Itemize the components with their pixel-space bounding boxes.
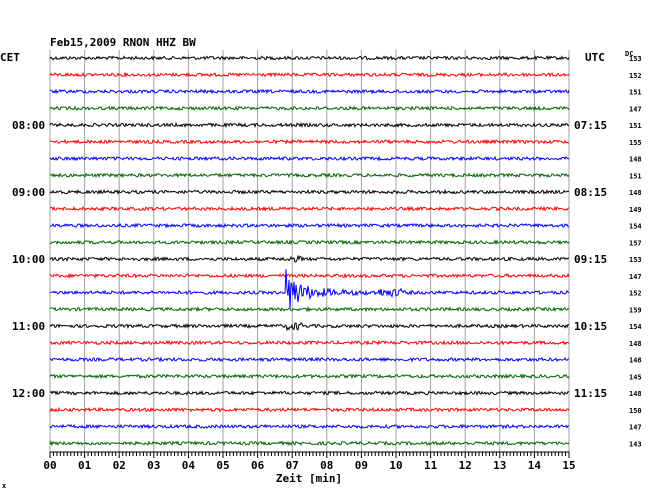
dc-label: DC bbox=[625, 50, 633, 58]
dc-value: 148 bbox=[629, 156, 642, 164]
left-time-label: 10:00 bbox=[12, 253, 45, 266]
x-tick-label: 12 bbox=[459, 459, 472, 472]
dc-value: 147 bbox=[629, 424, 642, 432]
dc-value: 152 bbox=[629, 290, 642, 298]
left-time-labels: 08:00 09:00 10:00 11:00 12:00 bbox=[12, 119, 45, 400]
trace-line bbox=[49, 272, 570, 279]
x-tick-label: 05 bbox=[216, 459, 229, 472]
dc-value: 153 bbox=[629, 55, 642, 63]
trace-line bbox=[49, 390, 570, 396]
x-tick-label: 03 bbox=[147, 459, 160, 472]
right-timezone-label: UTC bbox=[585, 51, 605, 64]
dc-value: 143 bbox=[629, 440, 642, 448]
x-tick-label: 14 bbox=[528, 459, 542, 472]
dc-value: 148 bbox=[629, 340, 642, 348]
dc-value: 148 bbox=[629, 189, 642, 197]
x-axis-label: Zeit [min] bbox=[276, 472, 342, 485]
x-tick-label: 08 bbox=[320, 459, 333, 472]
left-time-label: 12:00 bbox=[12, 387, 45, 400]
dc-value: 145 bbox=[629, 373, 642, 381]
x-tick-label: 11 bbox=[424, 459, 438, 472]
x-tick-label: 07 bbox=[286, 459, 299, 472]
x-tick-label: 13 bbox=[493, 459, 506, 472]
dc-value: 159 bbox=[629, 306, 642, 314]
trace-line bbox=[49, 172, 570, 179]
dc-value: 151 bbox=[629, 89, 642, 97]
x-tick-label: 09 bbox=[355, 459, 368, 472]
trace-lines bbox=[49, 55, 570, 447]
trace-line bbox=[49, 356, 570, 363]
left-timezone-label: CET bbox=[0, 51, 20, 64]
dc-value: 157 bbox=[629, 239, 642, 247]
x-tick-label: 06 bbox=[251, 459, 265, 472]
trace-line bbox=[49, 188, 570, 195]
right-time-label: 07:15 bbox=[574, 119, 607, 132]
right-time-label: 08:15 bbox=[574, 186, 607, 199]
trace-line bbox=[49, 440, 570, 447]
right-time-label: 10:15 bbox=[574, 320, 607, 333]
trace-line bbox=[49, 406, 570, 413]
corner-mark: x bbox=[2, 482, 7, 490]
dc-value: 154 bbox=[629, 323, 642, 331]
dc-value: 151 bbox=[629, 172, 642, 180]
dc-value: 155 bbox=[629, 139, 642, 147]
x-tick-label: 02 bbox=[113, 459, 126, 472]
left-time-label: 08:00 bbox=[12, 119, 45, 132]
left-time-label: 11:00 bbox=[12, 320, 45, 333]
dc-value: 147 bbox=[629, 105, 642, 113]
trace-line bbox=[49, 339, 570, 346]
trace-line bbox=[49, 269, 570, 309]
trace-line bbox=[49, 205, 570, 212]
dc-value: 153 bbox=[629, 256, 642, 264]
trace-line bbox=[49, 222, 570, 229]
trace-line bbox=[49, 55, 570, 61]
right-time-labels: 07:15 08:15 09:15 10:15 11:15 bbox=[574, 119, 607, 400]
dc-value: 147 bbox=[629, 273, 642, 281]
trace-line bbox=[50, 88, 570, 95]
chart-title: Feb15,2009 RNON HHZ BW bbox=[50, 36, 196, 49]
trace-line bbox=[49, 322, 570, 332]
trace-line bbox=[49, 306, 570, 313]
x-tick-label: 10 bbox=[389, 459, 402, 472]
x-tick-label: 00 bbox=[43, 459, 56, 472]
dc-value: 150 bbox=[629, 407, 642, 415]
dc-value: 148 bbox=[629, 357, 642, 365]
trace-line bbox=[49, 239, 570, 246]
left-time-label: 09:00 bbox=[12, 186, 45, 199]
dc-value: 148 bbox=[629, 390, 642, 398]
dc-value: 152 bbox=[629, 72, 642, 80]
trace-line bbox=[49, 373, 570, 380]
trace-line bbox=[49, 121, 569, 129]
x-tick-label: 15 bbox=[562, 459, 575, 472]
trace-line bbox=[49, 423, 570, 430]
x-tick-label: 04 bbox=[182, 459, 196, 472]
trace-line bbox=[49, 71, 570, 78]
x-axis: 00 01 02 03 04 05 06 07 08 09 10 11 12 13 14 15 bbox=[43, 451, 576, 472]
x-tick-label: 01 bbox=[78, 459, 92, 472]
time-grid bbox=[49, 50, 570, 452]
trace-line bbox=[49, 138, 570, 145]
dc-value: 154 bbox=[629, 223, 642, 231]
trace-line bbox=[49, 105, 570, 112]
right-time-label: 09:15 bbox=[574, 253, 607, 266]
dc-values: 153 152 151 147 151 155 148 151 148 149 154 157 153 1… bbox=[629, 55, 642, 448]
dc-value: 151 bbox=[629, 122, 642, 130]
trace-line bbox=[49, 155, 570, 162]
right-time-label: 11:15 bbox=[574, 387, 607, 400]
trace-line bbox=[49, 254, 570, 263]
dc-value: 149 bbox=[629, 206, 642, 214]
